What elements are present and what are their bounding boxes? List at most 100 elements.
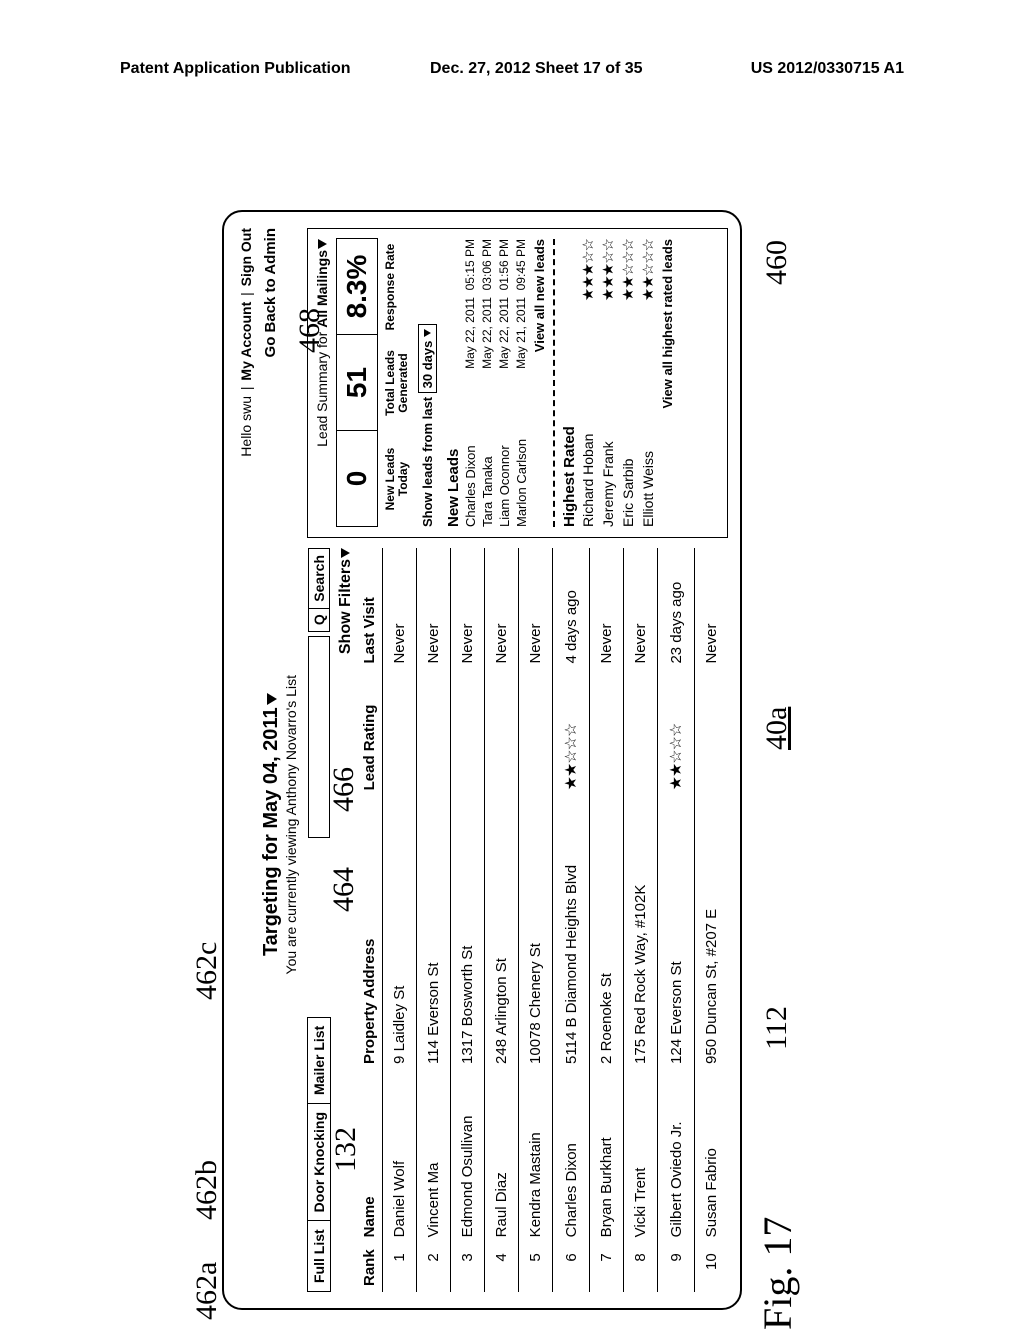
star-rating: ★★☆☆☆ <box>563 724 580 791</box>
table-row[interactable]: 8Vicki Trent175 Red Rock Way, #102KNever <box>624 548 658 1292</box>
cell-visit: 23 days ago <box>658 548 695 670</box>
view-all-new-leads-link[interactable]: View all new leads <box>532 239 547 527</box>
new-leads-today-value: 0 <box>336 430 378 527</box>
cell-addr: 5114 B Diamond Heights Blvd <box>553 796 590 1070</box>
show-filters-dropdown[interactable]: Show Filters <box>337 548 355 1292</box>
table-row[interactable]: 9Gilbert Oviedo Jr.124 Everson St★★☆☆☆23… <box>658 548 695 1292</box>
cell-rating <box>624 670 658 797</box>
cell-rating <box>383 670 417 797</box>
viewing-subtitle: You are currently viewing Anthony Novarr… <box>283 357 299 1292</box>
cell-visit: Never <box>590 548 624 670</box>
cell-name: Edmond Osullivan <box>451 1070 485 1243</box>
star-rating: ★★★☆☆ <box>599 239 617 301</box>
list-item[interactable]: Marlon CarlsonMay 21, 2011 09:45 PM <box>513 239 530 527</box>
show-leads-label: Show leads from last <box>420 397 435 527</box>
cell-rating <box>451 670 485 797</box>
list-item[interactable]: Charles DixonMay 22, 2011 05:15 PM <box>462 239 479 527</box>
cell-rank: 3 <box>451 1243 485 1292</box>
list-item[interactable]: Eric Sarbib★★☆☆☆ <box>618 239 638 527</box>
tab-mailer-list[interactable]: Mailer List <box>307 1017 331 1104</box>
cell-addr: 1317 Bosworth St <box>451 796 485 1070</box>
chevron-down-icon <box>318 239 327 249</box>
chevron-down-icon <box>341 548 350 558</box>
chevron-down-icon <box>267 693 277 705</box>
table-row[interactable]: 5Kendra Mastain10078 Chenery StNever <box>519 548 553 1292</box>
list-item[interactable]: Elliott Weiss★★☆☆☆ <box>638 239 658 527</box>
cell-name: Kendra Mastain <box>519 1070 553 1243</box>
table-row[interactable]: 3Edmond Osullivan1317 Bosworth StNever <box>451 548 485 1292</box>
cell-addr: 248 Arlington St <box>485 796 519 1070</box>
lead-name: Marlon Carlson <box>514 369 529 527</box>
cell-addr: 9 Laidley St <box>383 796 417 1070</box>
tab-door-knocking[interactable]: Door Knocking <box>307 1103 331 1221</box>
ref-466: 466 <box>327 767 361 812</box>
cell-addr: 2 Roenoke St <box>590 796 624 1070</box>
table-row[interactable]: 2Vincent Ma114 Everson StNever <box>417 548 451 1292</box>
cell-rank: 1 <box>383 1243 417 1292</box>
lead-name: Liam Oconnor <box>497 369 512 527</box>
rated-name: Jeremy Frank <box>600 301 616 527</box>
ref-460: 460 <box>760 240 794 285</box>
new-leads-heading: New Leads <box>445 239 462 527</box>
pipe: | <box>238 386 254 390</box>
patent-sheet-label: Dec. 27, 2012 Sheet 17 of 35 <box>430 60 643 78</box>
table-row[interactable]: 4Raul Diaz248 Arlington StNever <box>485 548 519 1292</box>
summary-scope-dropdown[interactable]: Lead Summary for All Mailings <box>314 239 330 527</box>
ref-468: 468 <box>293 308 327 353</box>
table-row[interactable]: 1Daniel Wolf9 Laidley StNever <box>383 548 417 1292</box>
cell-rating <box>519 670 553 797</box>
divider <box>553 239 555 527</box>
lead-name: Charles Dixon <box>463 369 478 527</box>
cell-rank: 10 <box>695 1243 729 1292</box>
ref-132: 132 <box>329 1127 363 1172</box>
rotated-figure: 462a 462b 462c Hello swu | My Account | … <box>222 210 802 1310</box>
table-row[interactable]: 10Susan Fabrio950 Duncan St, #207 ENever <box>695 548 729 1292</box>
cell-name: Vicki Trent <box>624 1070 658 1243</box>
new-leads-today-label: New Leads Today <box>384 431 410 527</box>
list-item[interactable]: Liam OconnorMay 22, 2011 01:56 PM <box>496 239 513 527</box>
cell-rank: 2 <box>417 1243 451 1292</box>
col-rank: Rank <box>357 1243 383 1292</box>
ref-464: 464 <box>327 867 361 912</box>
view-all-rated-link[interactable]: View all highest rated leads <box>660 239 675 527</box>
list-item[interactable]: Richard Hoban★★★☆☆ <box>578 239 598 527</box>
pipe: | <box>238 292 254 296</box>
star-rating: ★★★☆☆ <box>579 239 597 301</box>
leads-table: Rank Name Property Address Lead Rating L… <box>357 548 728 1292</box>
patent-appnum-label: US 2012/0330715 A1 <box>751 60 904 78</box>
list-item[interactable]: Tara TanakaMay 22, 2011 03:06 PM <box>479 239 496 527</box>
table-row[interactable]: 6Charles Dixon5114 B Diamond Heights Blv… <box>553 548 590 1292</box>
cell-name: Vincent Ma <box>417 1070 451 1243</box>
table-row[interactable]: 7Bryan Burkhart2 Roenoke StNever <box>590 548 624 1292</box>
search-button[interactable]: Search <box>308 548 330 609</box>
highest-rated-list: Richard Hoban★★★☆☆Jeremy Frank★★★☆☆Eric … <box>578 239 658 527</box>
tab-full-list[interactable]: Full List <box>307 1220 331 1292</box>
ref-462c: 462c <box>190 942 224 1000</box>
cell-name: Gilbert Oviedo Jr. <box>658 1070 695 1243</box>
my-account-link[interactable]: My Account <box>238 302 254 381</box>
cell-addr: 10078 Chenery St <box>519 796 553 1070</box>
cell-name: Charles Dixon <box>553 1070 590 1243</box>
cell-visit: 4 days ago <box>553 548 590 670</box>
main-columns: Full List Door Knocking Mailer List Q Se… <box>307 228 728 1292</box>
targeting-date-dropdown[interactable]: Targeting for May 04, 2011 <box>260 693 283 956</box>
rated-name: Richard Hoban <box>580 301 596 527</box>
leads-table-body: 1Daniel Wolf9 Laidley StNever2Vincent Ma… <box>383 548 729 1292</box>
cell-rating: ★★☆☆☆ <box>553 670 590 797</box>
cell-visit: Never <box>485 548 519 670</box>
ref-462a: 462a <box>190 1262 224 1320</box>
response-rate-value: 8.3% <box>336 238 378 335</box>
app-frame: Hello swu | My Account | Sign Out Target… <box>222 210 742 1310</box>
cell-rank: 4 <box>485 1243 519 1292</box>
cell-rank: 5 <box>519 1243 553 1292</box>
search-icon[interactable]: Q <box>308 608 330 632</box>
sign-out-link[interactable]: Sign Out <box>238 228 254 286</box>
show-leads-select[interactable]: 30 days <box>418 324 437 394</box>
go-back-admin-link[interactable]: Go Back to Admin <box>260 228 279 357</box>
list-item[interactable]: Jeremy Frank★★★☆☆ <box>598 239 618 527</box>
lead-datetime: May 22, 2011 01:56 PM <box>497 239 512 369</box>
cell-addr: 114 Everson St <box>417 796 451 1070</box>
lead-datetime: May 22, 2011 03:06 PM <box>480 239 495 369</box>
rated-name: Elliott Weiss <box>640 301 656 527</box>
lead-datetime: May 22, 2011 05:15 PM <box>463 239 478 369</box>
